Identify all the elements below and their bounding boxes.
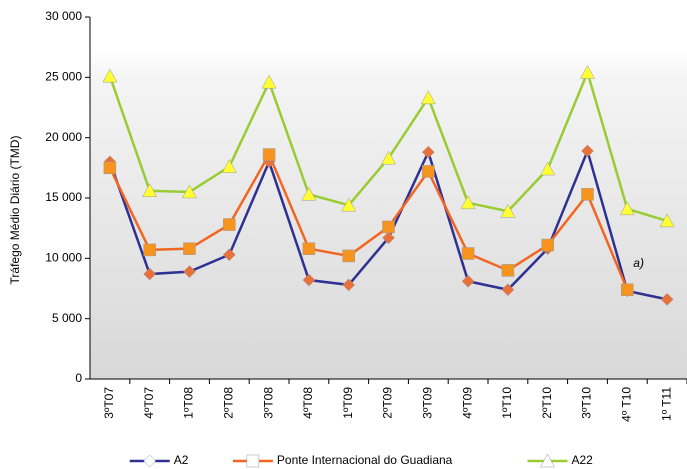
marker — [382, 220, 395, 234]
marker — [183, 242, 196, 255]
legend-label: Ponte Internacional do Guadiana — [277, 453, 453, 467]
marker — [500, 203, 516, 218]
y-tick-label: 25 000 — [45, 70, 82, 84]
marker — [143, 243, 156, 257]
marker — [341, 197, 357, 212]
x-tick-label: 3ºT09 — [420, 387, 434, 419]
x-tick-label: 4ºT09 — [460, 387, 474, 419]
marker — [262, 148, 276, 161]
marker — [420, 90, 436, 105]
marker — [540, 453, 555, 468]
x-tick-label: 1ºT10 — [500, 387, 514, 419]
marker — [223, 218, 236, 231]
x-tick-label: 1ºT08 — [182, 387, 196, 419]
x-tick-label: 1º T11 — [659, 387, 673, 421]
x-tick-label: 4ºT08 — [301, 387, 315, 419]
marker — [182, 184, 197, 199]
plot-background — [90, 48, 687, 379]
x-tick-label: 4º T10 — [619, 387, 633, 422]
y-axis-label: Tráfego Médio Diário (TMD) — [8, 136, 22, 285]
marker — [382, 231, 395, 245]
annotation: a) — [633, 256, 644, 270]
marker — [501, 264, 515, 277]
x-tick-label: 3ºT07 — [102, 387, 116, 419]
legend-label: A22 — [572, 453, 594, 467]
marker — [342, 249, 355, 263]
marker — [142, 183, 158, 198]
marker — [540, 161, 556, 176]
marker — [461, 247, 475, 260]
marker — [381, 150, 396, 165]
marker — [302, 242, 316, 255]
marker — [660, 293, 674, 306]
y-tick-label: 20 000 — [45, 130, 82, 144]
y-tick-label: 15 000 — [45, 190, 82, 204]
marker — [246, 454, 260, 468]
marker — [183, 265, 196, 278]
x-tick-label: 2ºT10 — [540, 387, 554, 419]
x-tick-label: 4ºT07 — [142, 387, 156, 419]
y-tick-label: 30 000 — [45, 9, 82, 23]
marker — [581, 144, 594, 158]
marker — [541, 238, 554, 252]
marker — [143, 267, 157, 281]
legend-item: A22 — [527, 453, 594, 468]
y-tick-label: 5 000 — [52, 311, 82, 325]
marker — [621, 283, 634, 296]
x-tick-label: 2ºT08 — [221, 387, 235, 419]
marker — [422, 165, 435, 178]
marker — [342, 278, 356, 292]
marker — [301, 186, 317, 201]
marker — [221, 159, 237, 173]
marker — [659, 213, 675, 228]
series-line — [108, 151, 629, 291]
marker — [501, 283, 515, 297]
marker — [102, 68, 118, 83]
marker — [302, 273, 316, 287]
legend-item: Ponte Internacional do Guadiana — [232, 453, 453, 468]
marker — [619, 201, 635, 216]
marker — [103, 161, 117, 175]
marker — [461, 274, 475, 288]
marker — [580, 64, 595, 79]
y-tick-label: 0 — [75, 371, 82, 385]
x-tick-label: 2ºT09 — [381, 387, 395, 419]
marker — [261, 74, 277, 89]
x-tick-label: 1ºT09 — [341, 387, 355, 419]
legend-label: A2 — [174, 453, 189, 467]
marker — [222, 248, 236, 262]
marker — [421, 145, 435, 159]
marker — [460, 195, 476, 210]
x-tick-label: 3ºT08 — [261, 387, 275, 419]
y-tick-label: 10 000 — [45, 251, 82, 265]
legend-item: A2 — [129, 453, 189, 468]
marker — [581, 188, 594, 201]
x-tick-label: 3ºT10 — [580, 387, 594, 419]
marker — [143, 454, 157, 468]
